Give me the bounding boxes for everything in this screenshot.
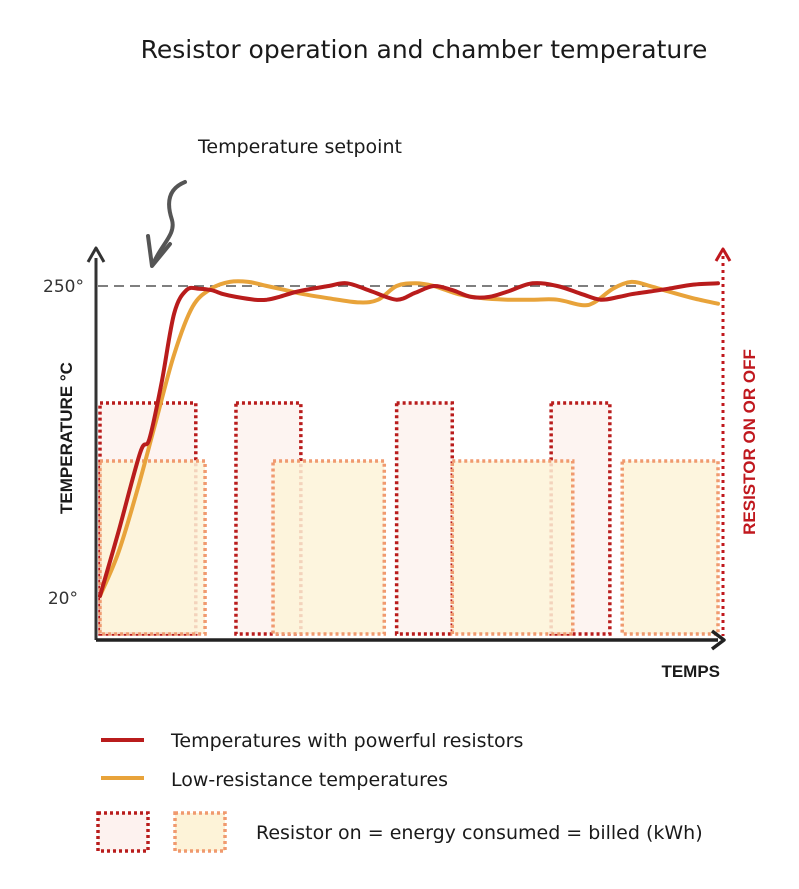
- axes: [86, 246, 732, 651]
- y-axis-title: TEMPERATURE °C: [57, 362, 76, 514]
- y-tick-label-20: 20°: [48, 589, 78, 609]
- legend-box-powerful: [96, 811, 150, 853]
- legend-box-low: [173, 811, 227, 853]
- y-axis-arrow: [86, 246, 106, 263]
- resistor-on-box-low-1: [98, 459, 207, 636]
- resistor-axis-arrow: [714, 247, 732, 262]
- setpoint-arrow-icon: [152, 180, 187, 264]
- x-axis-arrow: [710, 629, 726, 651]
- legend-label-area: Resistor on = energy consumed = billed (…: [256, 822, 703, 844]
- chart-title: Resistor operation and chamber temperatu…: [141, 35, 708, 64]
- resistor-on-box-low-4: [620, 459, 720, 636]
- series-layer: [98, 279, 720, 598]
- y-tick-label-250: 250°: [43, 277, 84, 297]
- resistor-on-box-low-3: [450, 459, 575, 636]
- legend-label-low: Low-resistance temperatures: [171, 769, 448, 791]
- resistor-on-box-powerful-3: [394, 401, 455, 636]
- setpoint-arrowhead-icon: [146, 234, 172, 268]
- legend: Temperatures with powerful resistors Low…: [96, 730, 703, 853]
- legend-label-powerful: Temperatures with powerful resistors: [170, 730, 523, 752]
- resistor-on-low-boxes: [98, 459, 720, 636]
- resistor-on-powerful-boxes: [98, 401, 612, 636]
- setpoint-annotation: Temperature setpoint: [197, 136, 402, 158]
- x-axis-title: TEMPS: [661, 662, 720, 681]
- resistor-on-box-low-2: [271, 459, 387, 636]
- y2-axis-title: RESISTOR ON OR OFF: [740, 349, 759, 535]
- series-line-powerful-resistors: [98, 281, 720, 598]
- series-line-low-resistance: [98, 279, 720, 598]
